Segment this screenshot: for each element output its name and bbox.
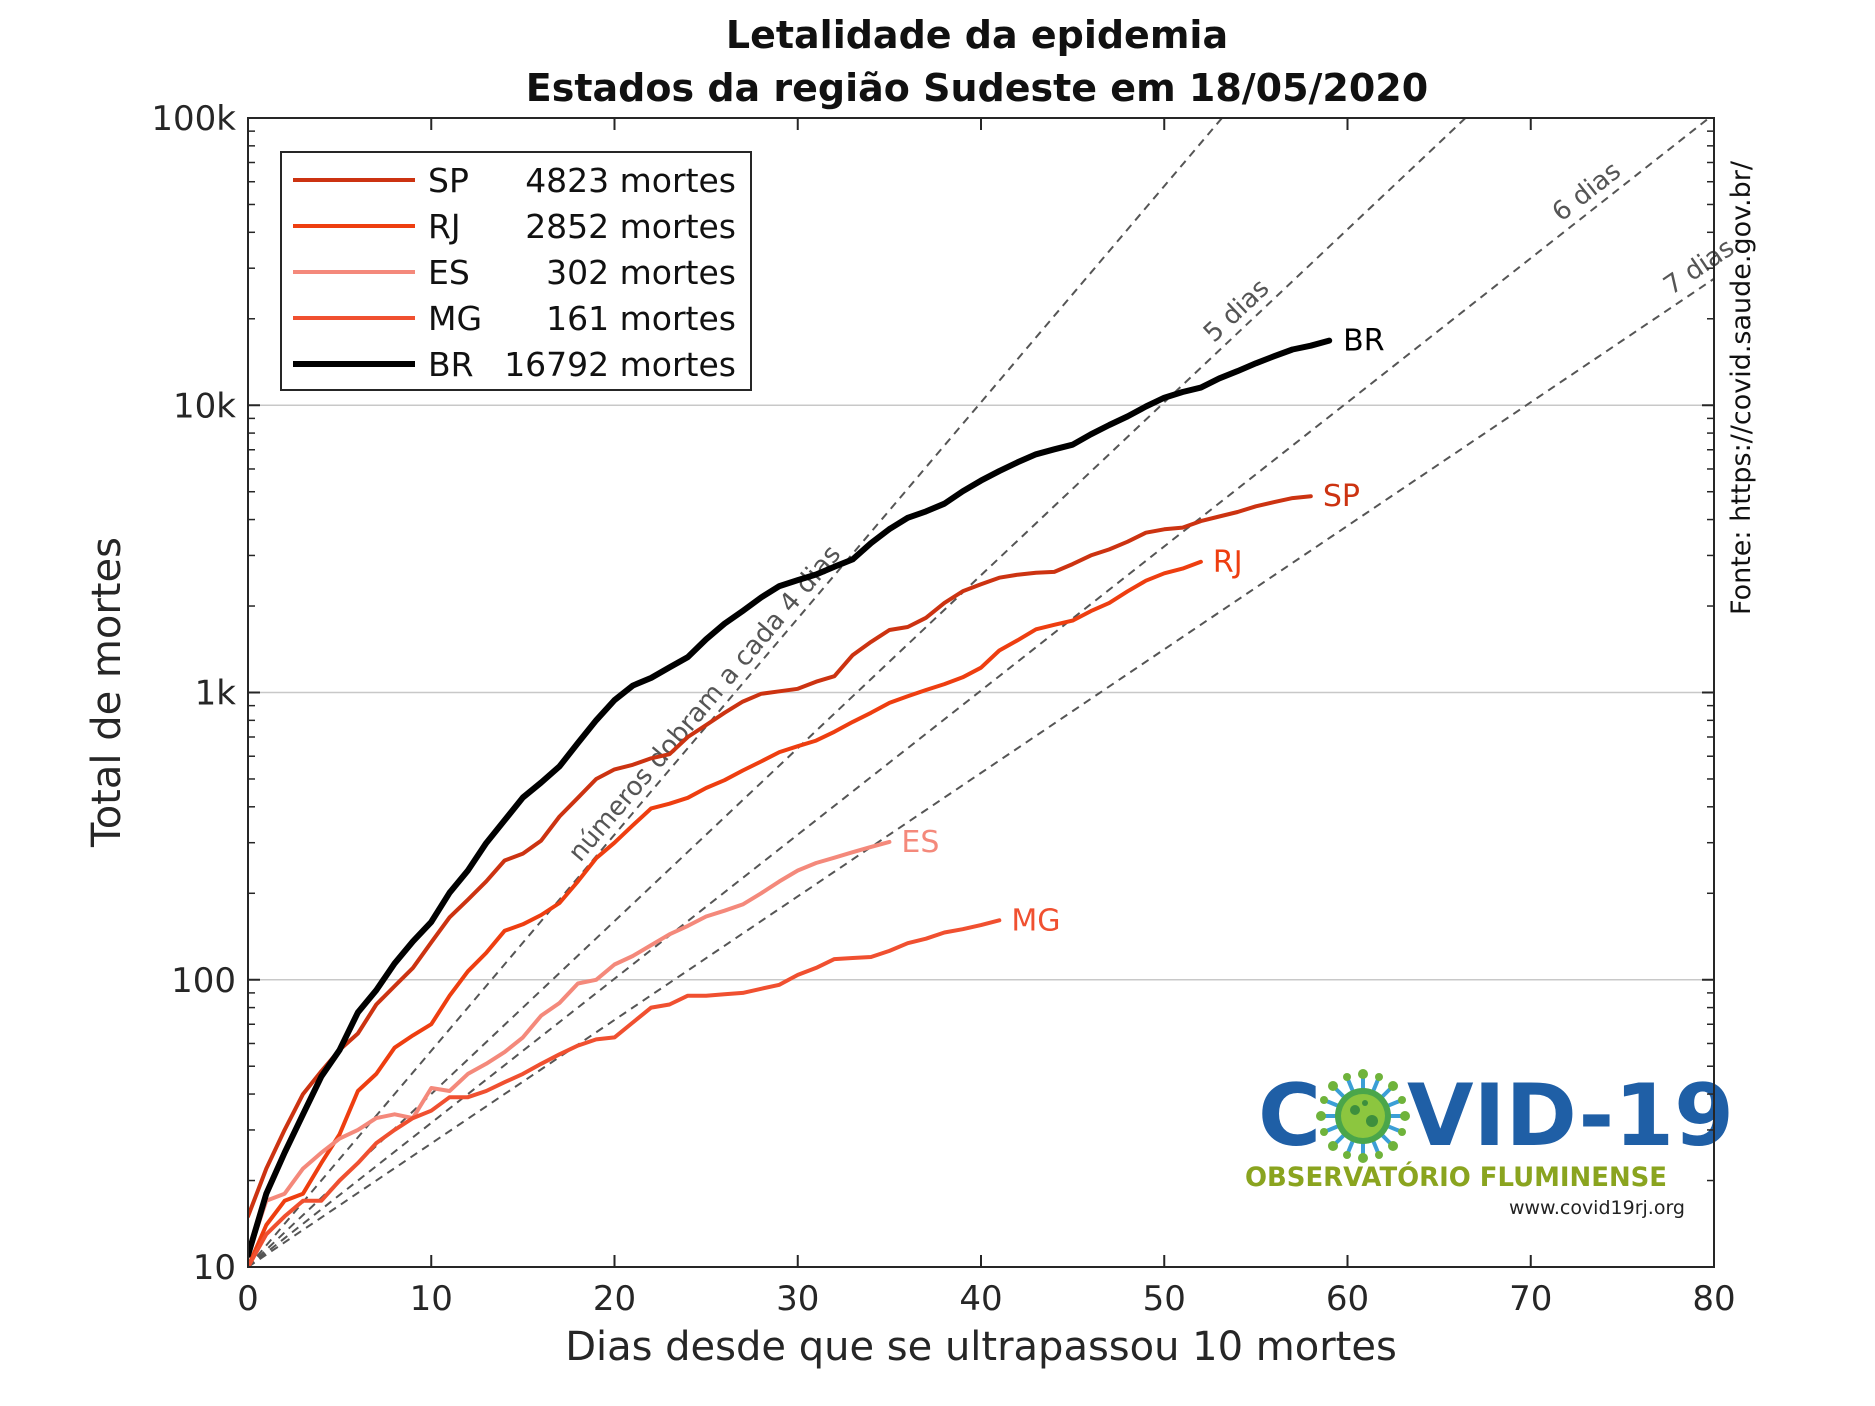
y-tick-label: 1k	[195, 674, 237, 714]
y-tick-label: 100	[171, 961, 236, 1001]
logo-subtitle: OBSERVATÓRIO FLUMINENSE	[1245, 1161, 1667, 1193]
legend-name-rj: RJ	[428, 207, 461, 246]
legend-value-es: 302 mortes	[546, 253, 736, 292]
x-axis-label: Dias desde que se ultrapassou 10 mortes	[565, 1324, 1397, 1370]
series-label-rj: RJ	[1213, 545, 1243, 580]
legend-value-br: 16792 mortes	[504, 345, 736, 384]
legend-name-mg: MG	[428, 299, 482, 338]
x-tick-label: 40	[959, 1279, 1002, 1319]
y-tick-labels: 10 100 1k 10k 100k	[151, 99, 236, 1288]
y-axis-label: Total de mortes	[84, 537, 130, 848]
series-line-mg	[248, 918, 1002, 1267]
logo-c: C	[1258, 1066, 1321, 1166]
series-lines	[248, 337, 1333, 1267]
x-tick-label: 30	[776, 1279, 819, 1319]
logo-url: www.covid19rj.org	[1509, 1197, 1685, 1219]
grid-lines	[248, 404, 1714, 981]
x-tick-label: 10	[410, 1279, 453, 1319]
logo-vid19: VID-19	[1407, 1066, 1734, 1166]
doubling-line-label: números dobram a cada 4 dias	[563, 540, 847, 868]
chart-title: Letalidade da epidemia	[726, 13, 1228, 57]
legend-name-sp: SP	[428, 161, 469, 200]
series-label-br: BR	[1343, 324, 1384, 359]
covid19-logo: C	[1245, 1066, 1734, 1219]
series-line-br	[248, 337, 1333, 1259]
series-label-sp: SP	[1323, 479, 1360, 514]
x-tick-label: 50	[1143, 1279, 1186, 1319]
x-tick-label: 20	[593, 1279, 636, 1319]
series-end-labels: SP RJ ES MG BR	[901, 324, 1384, 939]
legend-name-es: ES	[428, 253, 470, 292]
chart-subtitle: Estados da região Sudeste em 18/05/2020	[526, 66, 1428, 110]
axis-ticks	[247, 117, 1715, 1268]
legend-value-sp: 4823 mortes	[525, 161, 736, 200]
series-label-es: ES	[901, 825, 939, 860]
y-tick-label: 10k	[173, 386, 236, 426]
x-tick-label: 80	[1692, 1279, 1735, 1319]
series-line-sp	[248, 494, 1313, 1219]
doubling-line	[248, 118, 1711, 1267]
legend: SP 4823 mortes RJ 2852 mortes ES 302 mortes MG…	[280, 151, 752, 391]
legend-value-rj: 2852 mortes	[525, 207, 736, 246]
x-tick-label: 0	[237, 1279, 259, 1319]
y-tick-label: 100k	[151, 99, 236, 139]
doubling-line-label: 5 dias	[1198, 273, 1275, 348]
x-tick-label: 70	[1509, 1279, 1552, 1319]
legend-value-mg: 161 mortes	[546, 299, 736, 338]
source-label: Fonte: https://covid.saude.gov.br/	[1726, 160, 1757, 615]
doubling-line	[248, 277, 1714, 1267]
reference-lines	[248, 118, 1714, 1267]
virus-icon	[1316, 1069, 1410, 1163]
legend-name-br: BR	[428, 345, 474, 384]
series-line-rj	[248, 559, 1203, 1267]
y-tick-label: 10	[193, 1248, 236, 1288]
x-tick-labels: 0 10 20 30 40 50 60 70 80	[237, 1279, 1735, 1319]
series-line-es	[248, 839, 892, 1258]
x-tick-label: 60	[1326, 1279, 1369, 1319]
series-label-mg: MG	[1011, 903, 1060, 938]
